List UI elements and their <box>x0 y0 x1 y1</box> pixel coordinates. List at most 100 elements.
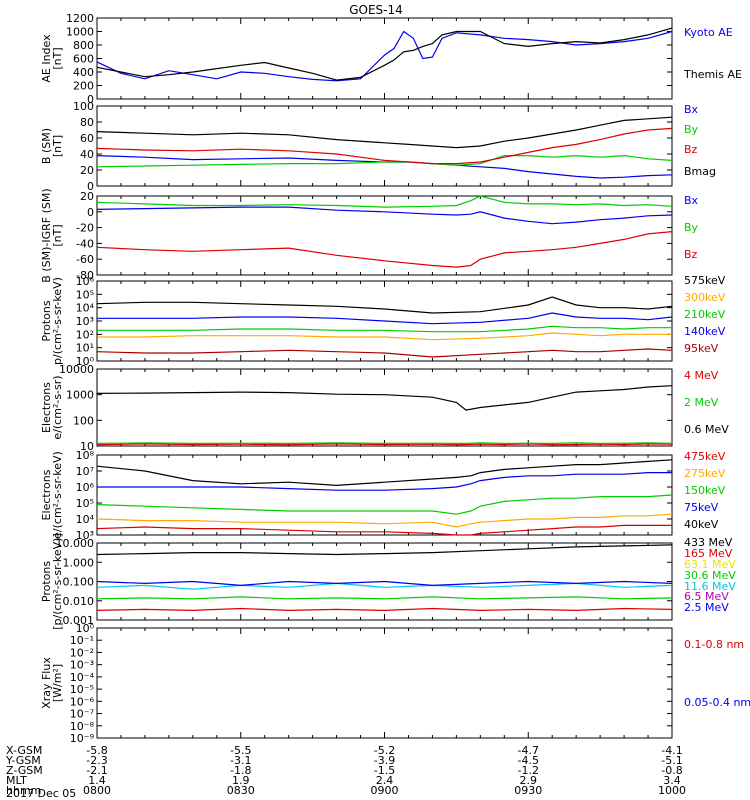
y-tick-label: 1000 <box>66 389 94 402</box>
date-label: 2017 Dec 05 <box>6 787 76 800</box>
footer-value: 3.4 <box>663 774 681 787</box>
y-tick-label: 10⁴ <box>76 513 95 526</box>
legend-label: 275keV <box>684 467 726 480</box>
footer-value: 0930 <box>514 784 542 797</box>
y-tick-label: 1.000 <box>63 556 95 569</box>
y-tick-label: 10000 <box>59 363 94 376</box>
y-tick-label: 200 <box>73 80 94 93</box>
series-line <box>96 154 673 168</box>
y-axis-label: p/(cm²-s-sr-keV) <box>51 277 64 365</box>
legend-label: 165 MeV <box>684 547 733 560</box>
y-tick-label: 10⁵ <box>76 497 94 510</box>
legend-label: 40keV <box>684 518 719 531</box>
y-tick-label: 10⁻⁴ <box>70 671 95 684</box>
legend-label: Bz <box>684 248 698 261</box>
footer-value: -3.9 <box>374 754 395 767</box>
y-tick-label: 800 <box>73 39 94 52</box>
y-tick-label: 10⁸ <box>76 449 95 462</box>
footer-value: 1.9 <box>232 774 250 787</box>
series-line <box>97 472 672 491</box>
footer-value: -5.8 <box>86 744 107 757</box>
y-tick-label: 80 <box>80 116 94 129</box>
y-axis-label: Electrons <box>40 382 53 433</box>
series-line <box>96 116 673 149</box>
series-line <box>96 443 673 446</box>
y-tick-label: -40 <box>76 237 94 250</box>
series-line <box>96 442 673 445</box>
footer-value: -4.5 <box>518 754 539 767</box>
legend-label: 140keV <box>684 325 726 338</box>
y-axis-label: B (SM)-IGRF (SM) <box>40 188 53 282</box>
legend-label: 30.6 MeV <box>684 569 736 582</box>
y-tick-label: 20 <box>80 190 94 203</box>
y-axis-label: Protons <box>40 561 53 602</box>
footer-value: -1.5 <box>374 764 395 777</box>
series-line <box>97 325 672 333</box>
legend-label: 475keV <box>684 450 726 463</box>
y-tick-label: 10⁻⁸ <box>70 720 95 733</box>
y-tick-label: 10¹ <box>76 342 94 355</box>
y-tick-label: 10⁻⁶ <box>70 695 95 708</box>
panel-protons-high: 0.001 0.010 0.100 1.000 10.000Protons[p/(cm²… <box>40 533 736 630</box>
footer-value: -1.2 <box>518 764 539 777</box>
series-line <box>96 494 673 515</box>
y-tick-label: 0.100 <box>63 576 95 589</box>
series-line <box>96 296 673 314</box>
series-line <box>96 513 673 528</box>
y-tick-label: 100 <box>73 100 94 113</box>
footer-row-label: X-GSM <box>6 744 42 757</box>
legend-label: By <box>684 221 699 234</box>
series-line <box>96 596 673 600</box>
y-tick-label: 10⁷ <box>76 465 94 478</box>
y-tick-label: 0 <box>87 93 94 106</box>
legend-label: 0.6 MeV <box>684 423 729 436</box>
y-axis-label: [nT] <box>51 224 64 246</box>
legend-label: 575keV <box>684 274 726 287</box>
series-line <box>97 312 673 325</box>
y-tick-label: 10⁶ <box>76 275 95 288</box>
y-tick-label: 10⁻⁹ <box>70 732 94 745</box>
y-tick-label: 10⁻⁷ <box>70 708 94 721</box>
footer-value: -4.7 <box>518 744 539 757</box>
series-line <box>96 544 673 556</box>
footer-value: 1.4 <box>88 774 106 787</box>
footer-value: -5.1 <box>661 754 682 767</box>
footer-value: -1.8 <box>230 764 251 777</box>
legend-label: 300keV <box>684 291 726 304</box>
y-tick-label: 0.010 <box>63 595 95 608</box>
footer-value: 0830 <box>227 784 255 797</box>
y-axis-label: Xray Flux <box>40 657 53 709</box>
series-line <box>96 206 673 225</box>
y-tick-label: 1200 <box>66 12 94 25</box>
series-line <box>96 348 673 358</box>
legend-label: 433 MeV <box>684 536 733 549</box>
y-axis-label: AE Index <box>40 34 53 83</box>
legend-label: 4 MeV <box>684 369 719 382</box>
footer-value: -0.8 <box>661 764 682 777</box>
y-tick-label: 10⁻³ <box>70 659 94 672</box>
y-tick-label: 10² <box>76 328 94 341</box>
panel-frame <box>96 17 673 100</box>
legend-label: 2.5 MeV <box>684 601 729 614</box>
footer-row-label: Z-GSM <box>6 764 43 777</box>
y-tick-label: -80 <box>76 269 94 282</box>
y-axis-label: e/(cm²-s-sr-keV) <box>51 451 64 539</box>
legend-label: By <box>684 123 699 136</box>
footer-value: -5.2 <box>374 744 395 757</box>
footer-row-label: MLT <box>6 774 27 787</box>
legend-label: 2 MeV <box>684 396 719 409</box>
legend-label: Bmag <box>684 165 716 178</box>
footer-value: 0800 <box>83 784 111 797</box>
footer-value: 0900 <box>371 784 399 797</box>
footer-value: -2.3 <box>86 754 107 767</box>
y-tick-label: 10⁻⁵ <box>70 683 94 696</box>
panel-frame <box>96 105 673 187</box>
footer-value: -3.1 <box>230 754 251 767</box>
series-line <box>96 524 672 536</box>
y-tick-label: -60 <box>76 253 94 266</box>
series-line <box>96 127 673 165</box>
footer-value: -2.1 <box>86 764 107 777</box>
